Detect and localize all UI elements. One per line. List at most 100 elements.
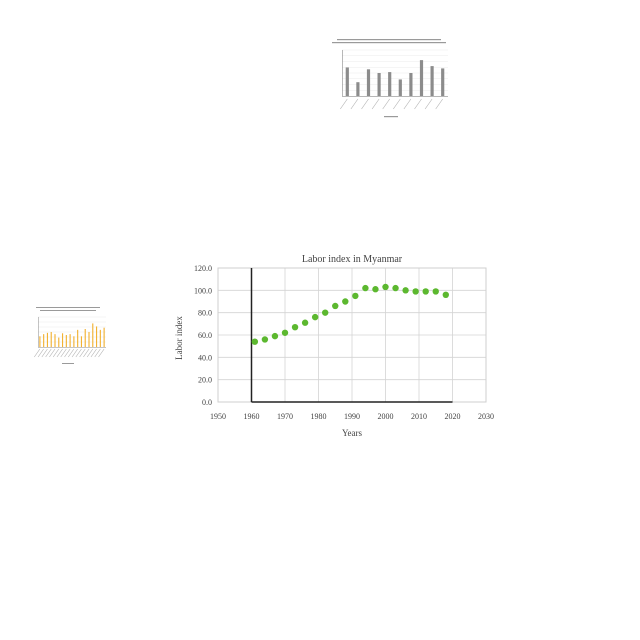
thumb-left-bar	[73, 336, 75, 347]
data-point	[392, 284, 399, 292]
thumb-left-x-label	[86, 348, 94, 358]
data-point	[412, 288, 419, 295]
data-point	[322, 309, 329, 316]
thumb-top-bar	[356, 82, 360, 96]
thumb-left-x-label	[52, 348, 60, 358]
data-point	[432, 288, 439, 295]
data-point	[402, 287, 409, 294]
thumb-left-bar	[77, 329, 79, 347]
thumb-left-x-label	[71, 348, 78, 358]
thumb-left-bar	[58, 337, 60, 347]
data-point	[311, 313, 319, 321]
thumb-left-xlabel	[62, 363, 74, 364]
thumb-left-x-axis	[38, 347, 106, 348]
data-point	[251, 338, 259, 345]
thumb-left-x-label	[75, 348, 82, 358]
thumb-top-x-label	[382, 98, 390, 110]
x-tick-label: 1980	[311, 412, 327, 421]
thumb-top-bar	[366, 69, 371, 96]
thumb-left-x-labels	[34, 348, 105, 358]
thumb-top-x-label	[414, 98, 422, 110]
y-tick-label: 120.0	[194, 264, 212, 273]
thumb-left-x-label	[68, 348, 75, 358]
y-tick-label: 40.0	[198, 353, 212, 362]
thumb-top-title-lines	[332, 39, 446, 44]
thumb-top-bar	[345, 67, 349, 96]
thumb-left-x-label	[41, 348, 48, 358]
thumb-top-y-axis	[342, 50, 343, 96]
gridlines	[217, 267, 487, 403]
thumb-left-bar	[69, 334, 71, 347]
thumb-left-bar	[92, 323, 94, 347]
x-tick-label: 1950	[210, 412, 226, 421]
labor-index-scatter-chart: Labor index in Myanmar 1950 1960 1970 1980 1…	[174, 254, 494, 438]
x-tick-label: 2030	[478, 412, 494, 421]
data-point	[352, 292, 359, 300]
thumb-left-x-label	[56, 348, 63, 358]
thumb-left-x-label	[90, 348, 97, 358]
x-tick-label: 2000	[378, 412, 394, 421]
y-tick-label: 60.0	[198, 331, 212, 340]
data-point	[301, 319, 309, 326]
x-tick-label: 1970	[277, 412, 293, 421]
thumb-left-bar	[61, 333, 64, 347]
thumb-top-bar	[409, 73, 413, 96]
x-tick-label: 1960	[244, 412, 260, 421]
y-tick-label: 80.0	[198, 309, 212, 318]
thumb-left-bar	[80, 336, 83, 347]
chart-title: Labor index in Myanmar	[302, 254, 403, 265]
thumb-left-x-label	[34, 348, 41, 358]
thumb-left-x-label	[49, 348, 56, 358]
thumb-top-bar	[377, 73, 381, 96]
thumb-left-x-label	[94, 348, 101, 358]
thumb-top-x-axis	[342, 96, 448, 97]
y-tick-label: 100.0	[194, 286, 212, 295]
thumb-left-bar	[95, 326, 98, 347]
thumb-left-x-label	[64, 348, 71, 358]
thumb-top-gridlines	[342, 49, 448, 91]
thumb-top-x-label	[424, 98, 433, 110]
y-axis-label: Labor index	[174, 316, 184, 360]
x-axis-label: Years	[342, 428, 363, 438]
thumb-left-bar	[99, 329, 101, 347]
data-point	[372, 286, 379, 293]
thumb-left-bars	[39, 323, 105, 347]
data-point	[281, 329, 289, 336]
thumb-left-bar	[50, 332, 52, 347]
thumb-left-bar	[84, 329, 86, 347]
thumb-top-bar	[441, 68, 445, 96]
thumbnail-bar-chart-top	[332, 39, 448, 118]
thumb-left-x-label	[79, 348, 86, 358]
thumb-top-x-label	[340, 98, 348, 110]
y-tick-label: 0.0	[202, 398, 212, 407]
thumb-left-bar	[65, 335, 67, 347]
data-point	[362, 284, 369, 292]
x-tick-label: 2020	[445, 412, 461, 421]
y-tick-labels: 0.0 20.0 40.0 60.0 80.0 100.0 120.0	[194, 264, 212, 407]
x-tick-label: 1990	[344, 412, 360, 421]
data-points	[251, 283, 449, 345]
thumb-top-x-label	[403, 98, 412, 110]
data-point	[271, 332, 279, 340]
thumb-left-x-label	[98, 348, 105, 358]
thumb-left-bar	[54, 334, 56, 347]
data-point	[442, 291, 449, 298]
thumb-left-x-label	[83, 348, 90, 358]
thumb-left-bar	[103, 327, 105, 347]
y-tick-label: 20.0	[198, 376, 212, 385]
thumb-top-bar	[398, 79, 402, 96]
thumb-left-x-label	[37, 348, 44, 358]
thumb-left-y-axis	[38, 317, 39, 347]
thumb-top-x-label	[361, 98, 369, 110]
thumb-top-x-labels	[340, 98, 443, 110]
data-point	[342, 298, 349, 305]
x-tick-labels: 1950 1960 1970 1980 1990 2000 2010 2020 2030	[210, 412, 494, 421]
data-point	[382, 283, 389, 291]
thumb-left-x-label	[45, 348, 52, 358]
thumb-top-x-label	[350, 98, 359, 110]
data-point	[261, 336, 269, 343]
x-tick-label: 2010	[411, 412, 427, 421]
thumb-top-x-label	[371, 98, 380, 110]
thumb-top-xlabel	[384, 116, 398, 118]
thumb-left-bar	[39, 336, 41, 347]
